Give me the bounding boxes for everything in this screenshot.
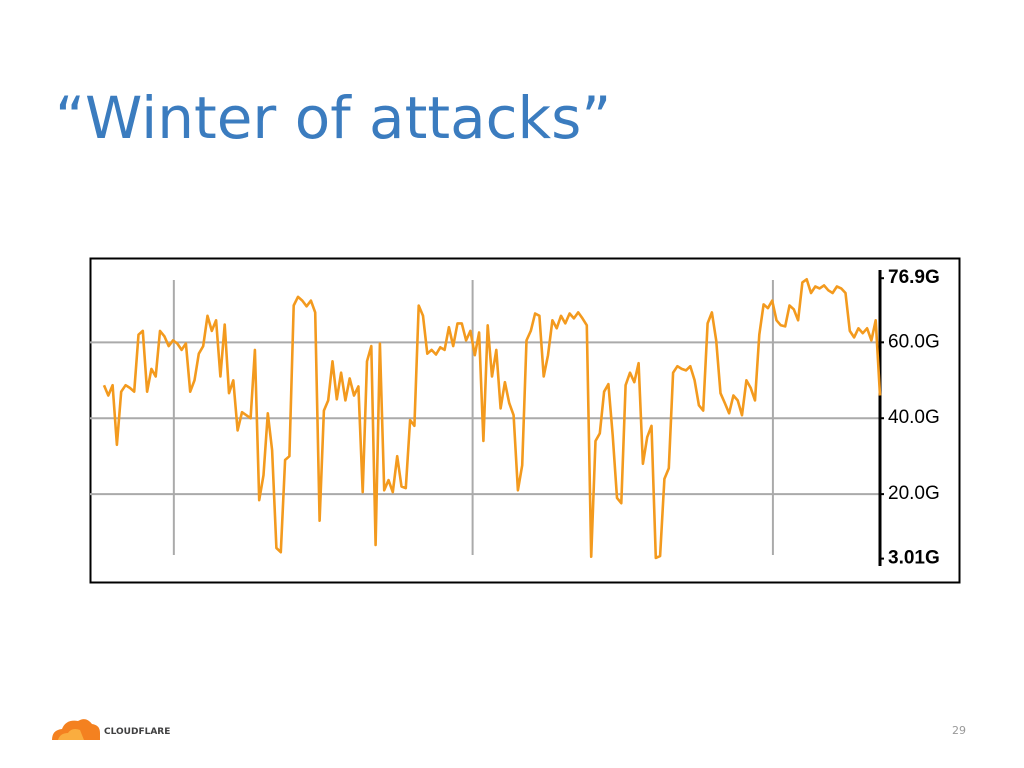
slide-title: “Winter of attacks”	[55, 84, 611, 152]
y-tick-label: 76.9G	[888, 267, 940, 288]
logo-cloud-light	[58, 729, 84, 740]
y-tick-label: 20.0G	[888, 483, 940, 504]
logo: CLOUDFLARE	[52, 719, 170, 740]
y-tick-label: 3.01G	[888, 548, 940, 569]
y-tick-label: 40.0G	[888, 407, 940, 428]
y-tick-label: 60.0G	[888, 331, 940, 352]
page-number: 29	[952, 724, 966, 737]
logo-text: CLOUDFLARE	[104, 727, 170, 737]
data-line	[102, 278, 882, 560]
